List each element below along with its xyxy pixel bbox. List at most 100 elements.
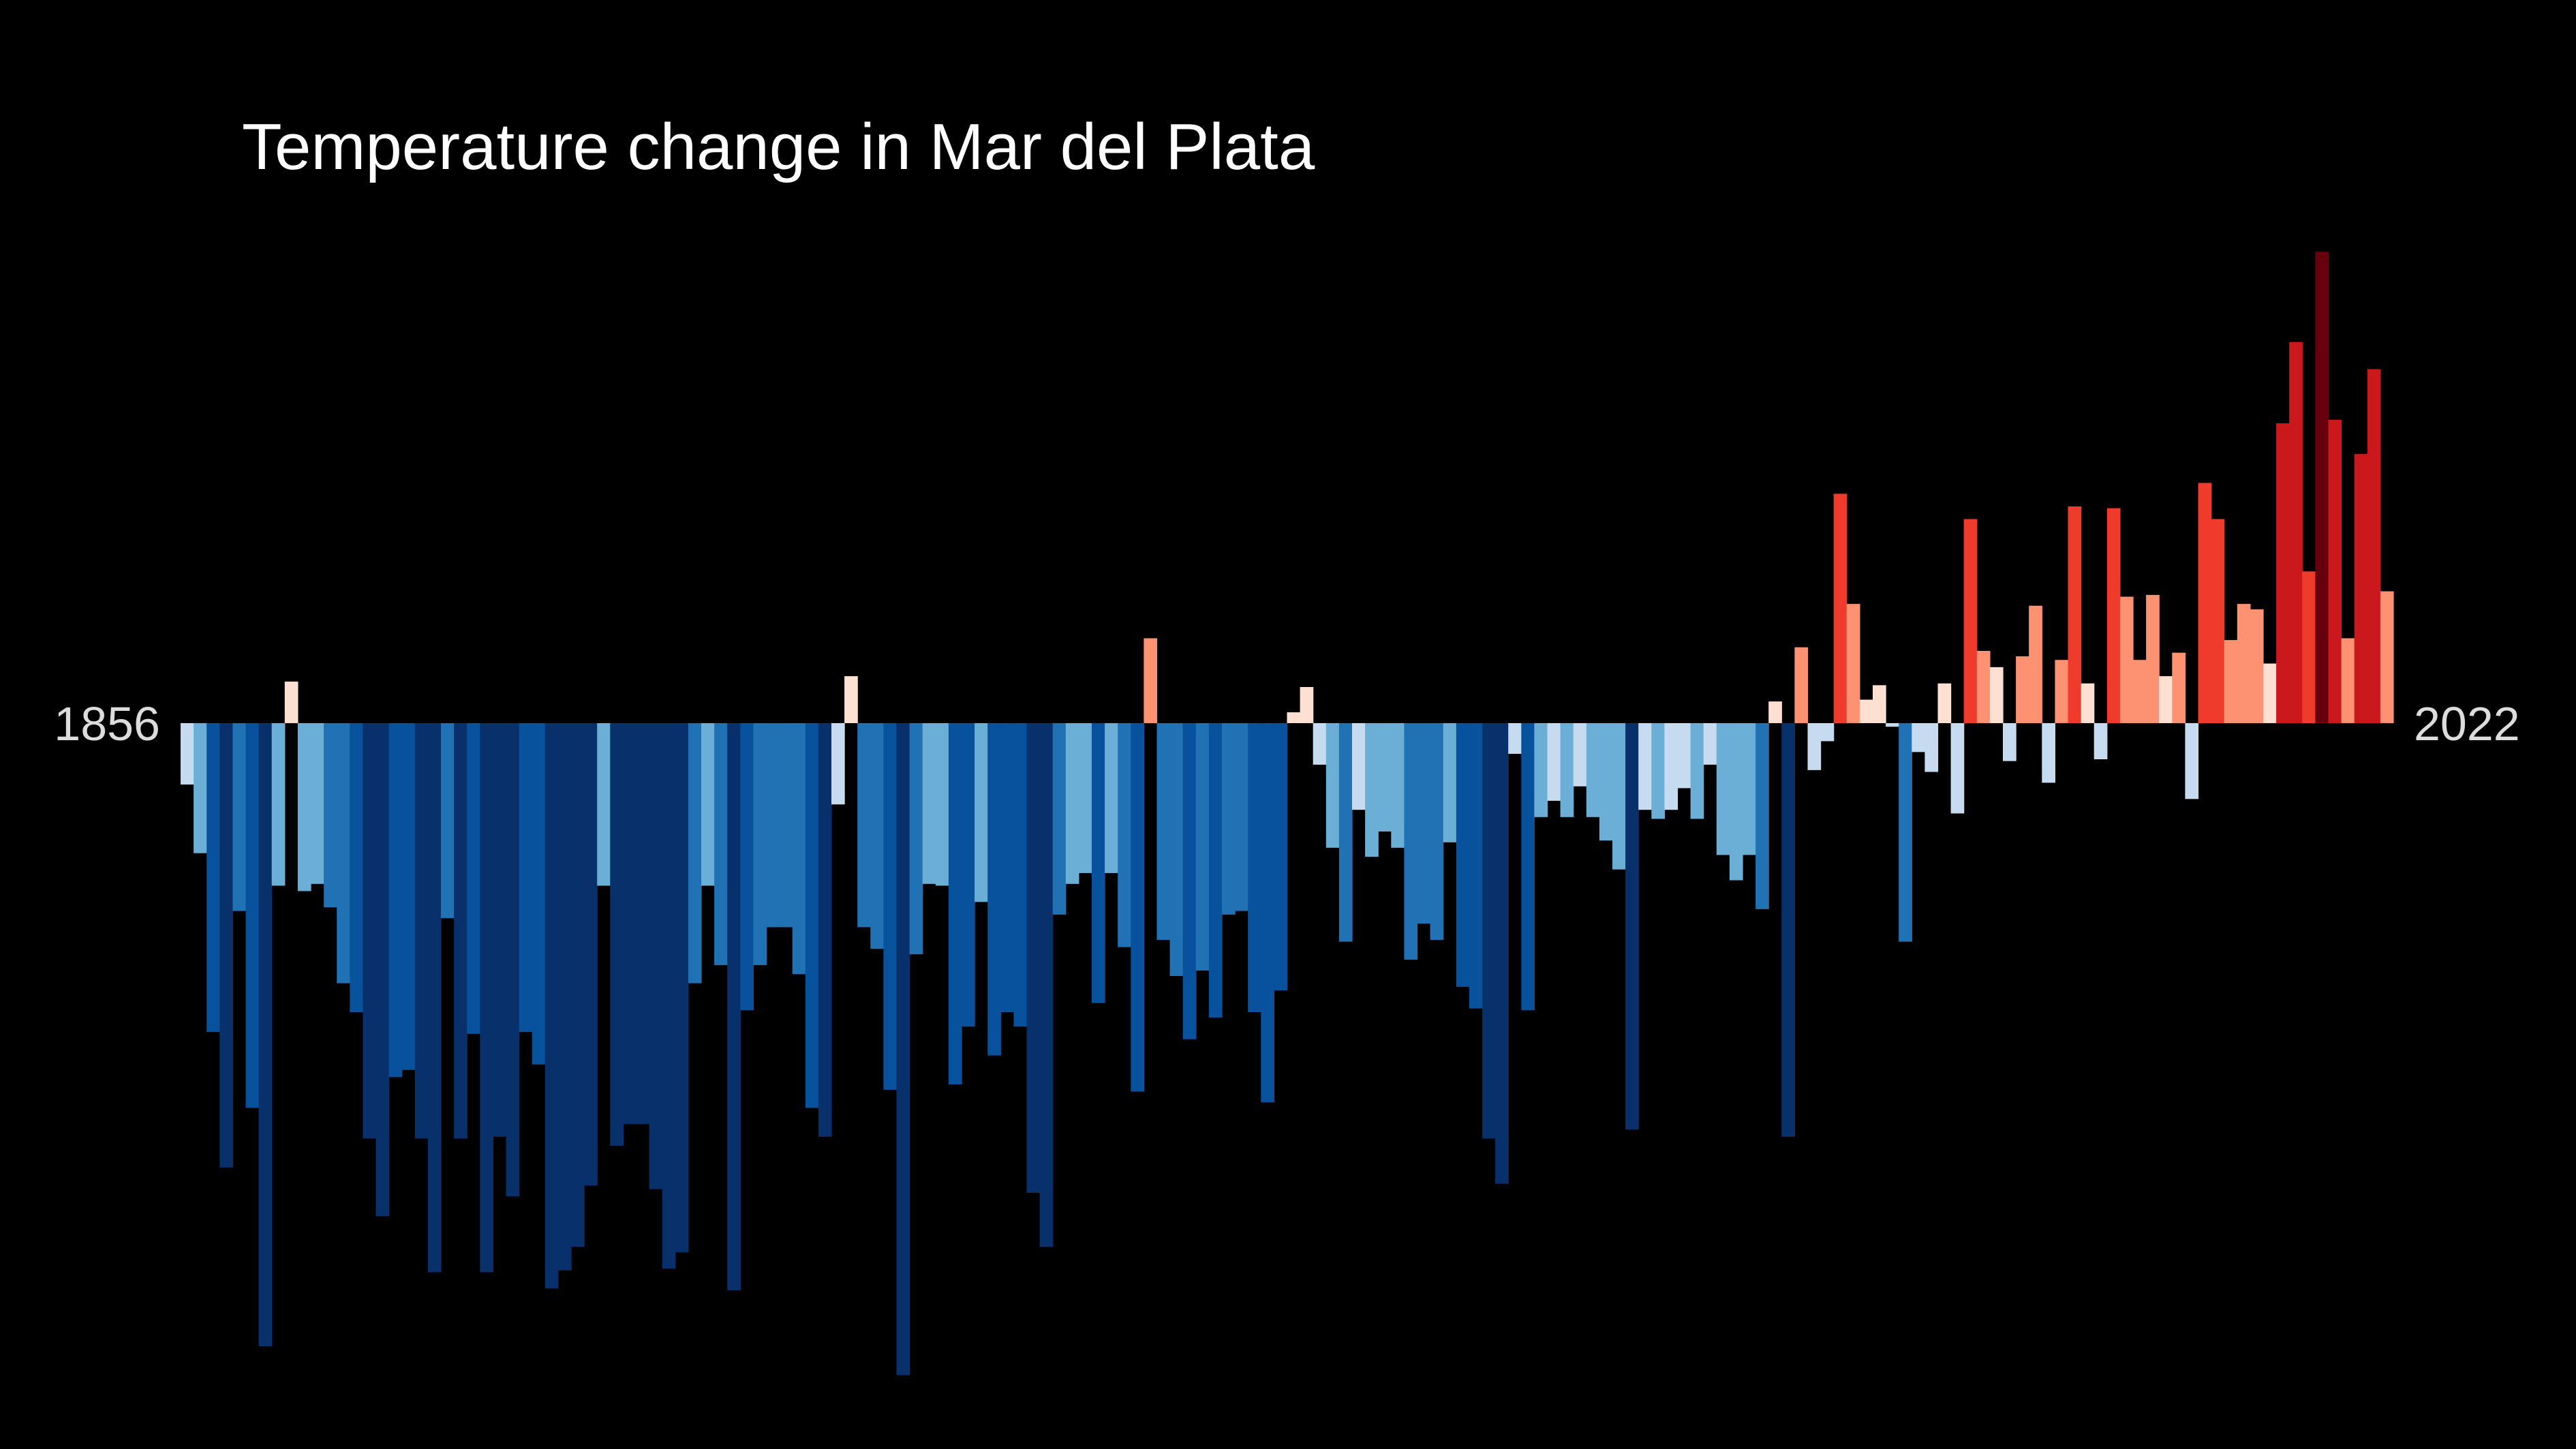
- bar-year-1931: [1156, 723, 1171, 940]
- bar-year-1891: [636, 723, 650, 1125]
- bar-year-1856: [181, 723, 194, 785]
- bar-year-1971: [1677, 723, 1691, 789]
- bar-year-1903: [792, 723, 806, 975]
- bar-year-1993: [1963, 519, 1978, 723]
- bar-year-1961: [1547, 723, 1561, 801]
- bar-year-1988: [1899, 723, 1912, 942]
- bar-year-1954: [1456, 723, 1470, 987]
- bar-year-1960: [1534, 723, 1548, 817]
- bar-year-2015: [2250, 609, 2264, 723]
- bar-year-1962: [1560, 723, 1574, 817]
- bar-series: [181, 251, 2394, 1375]
- start-year-label: 1856: [54, 697, 160, 750]
- bar-year-2008: [2159, 676, 2173, 723]
- bar-year-2012: [2211, 519, 2225, 723]
- bar-year-1995: [1989, 667, 2004, 723]
- bar-year-2009: [2172, 652, 2186, 723]
- bar-year-2002: [2081, 683, 2095, 723]
- bar-year-1876: [441, 723, 455, 919]
- bar-year-1950: [1404, 723, 1418, 960]
- bar-year-2007: [2146, 594, 2160, 723]
- bar-year-1976: [1743, 723, 1756, 855]
- bar-year-2025: [2380, 591, 2394, 723]
- chart-title: Temperature change in Mar del Plata: [242, 110, 1315, 183]
- bar-year-1959: [1521, 723, 1535, 1011]
- bar-year-1870: [363, 723, 377, 1139]
- bar-year-1867: [324, 723, 337, 908]
- bar-year-1868: [337, 723, 350, 983]
- bar-year-1982: [1820, 723, 1835, 742]
- bar-year-1987: [1886, 723, 1899, 727]
- bar-year-1901: [766, 723, 780, 928]
- bar-year-1935: [1208, 723, 1223, 1018]
- bar-year-1957: [1495, 723, 1509, 1184]
- bar-year-1886: [571, 723, 585, 1247]
- bar-year-1916: [962, 723, 975, 1027]
- bar-year-1996: [2003, 723, 2017, 761]
- bar-year-1929: [1131, 723, 1144, 1092]
- bar-year-1948: [1378, 723, 1392, 832]
- bar-year-1858: [206, 723, 220, 1033]
- bar-year-1883: [532, 723, 546, 1065]
- bar-year-2004: [2106, 508, 2121, 723]
- bar-year-1969: [1651, 723, 1665, 819]
- bar-year-1983: [1833, 493, 1847, 723]
- bar-year-1880: [493, 723, 507, 1137]
- bar-year-1899: [740, 723, 754, 1011]
- bar-year-1869: [350, 723, 363, 1012]
- bar-year-1933: [1182, 723, 1197, 1039]
- bar-year-1943: [1313, 723, 1327, 765]
- bar-year-2005: [2119, 596, 2134, 723]
- bar-year-2022: [2341, 638, 2355, 723]
- bar-year-1945: [1338, 723, 1353, 942]
- bar-year-2010: [2185, 723, 2199, 799]
- bar-year-1952: [1430, 723, 1444, 940]
- bar-year-1994: [1976, 651, 1991, 723]
- bar-year-1972: [1690, 723, 1704, 819]
- bar-year-1951: [1417, 723, 1431, 924]
- bar-year-1906: [831, 723, 845, 805]
- bar-year-1917: [975, 723, 988, 902]
- bar-year-1985: [1859, 699, 1873, 723]
- bar-year-1889: [610, 723, 624, 1146]
- bar-year-1939: [1261, 723, 1274, 1103]
- bar-year-1918: [987, 723, 1001, 1056]
- bar-year-1967: [1625, 723, 1639, 1130]
- bar-year-1871: [375, 723, 390, 1217]
- bar-year-1949: [1391, 723, 1405, 848]
- bar-year-1990: [1925, 723, 1939, 772]
- bar-year-1927: [1105, 723, 1118, 873]
- bar-year-2000: [2055, 660, 2069, 723]
- bar-year-2019: [2302, 571, 2316, 723]
- bar-year-1912: [909, 723, 923, 955]
- bar-year-1932: [1169, 723, 1184, 976]
- bar-year-2024: [2367, 369, 2381, 723]
- bar-year-1984: [1846, 604, 1860, 723]
- bar-year-1930: [1144, 638, 1158, 723]
- bar-year-1898: [727, 723, 741, 1291]
- bar-year-1919: [1000, 723, 1014, 1012]
- bar-year-1928: [1118, 723, 1131, 947]
- bar-year-1999: [2042, 723, 2055, 783]
- bar-year-1910: [883, 723, 898, 1090]
- bar-year-1998: [2029, 605, 2042, 723]
- bar-year-1958: [1508, 723, 1522, 754]
- bar-year-1977: [1755, 723, 1769, 909]
- bar-year-1894: [675, 723, 689, 1253]
- bar-year-1895: [688, 723, 702, 983]
- bar-year-1905: [818, 723, 832, 1137]
- bar-year-2020: [2315, 251, 2329, 724]
- bar-year-1878: [467, 723, 480, 1034]
- bar-year-1925: [1078, 723, 1092, 873]
- bar-year-1974: [1716, 723, 1730, 855]
- bar-year-1892: [649, 723, 663, 1189]
- bar-year-1882: [519, 723, 533, 1033]
- bar-year-2017: [2276, 423, 2290, 723]
- bar-year-1973: [1703, 723, 1717, 765]
- bar-year-1941: [1287, 712, 1301, 723]
- bar-year-1875: [427, 723, 442, 1272]
- bar-year-1877: [454, 723, 467, 1139]
- bar-year-2021: [2328, 419, 2342, 723]
- bar-year-1940: [1274, 723, 1288, 991]
